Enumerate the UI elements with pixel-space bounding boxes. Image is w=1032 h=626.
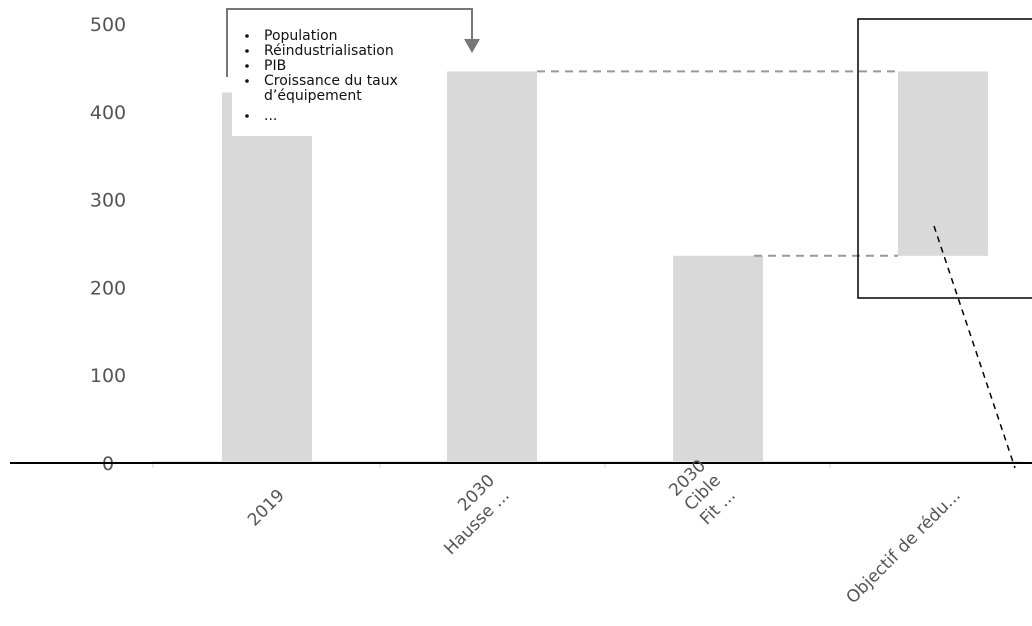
arrow-head-icon bbox=[464, 39, 480, 53]
highlight-box bbox=[857, 18, 1032, 299]
x-category-label: 2019 bbox=[244, 486, 289, 531]
x-category-label: 2030CibleFit ... bbox=[665, 456, 739, 530]
bullet-dot bbox=[245, 34, 249, 38]
bar bbox=[447, 71, 537, 464]
x-category-label-line: 2019 bbox=[244, 486, 289, 531]
x-axis-category-labels: 2019 2030Hausse ... 2030CibleFit ... Object… bbox=[244, 456, 965, 608]
note-bullet-text: d’équipement bbox=[264, 88, 362, 104]
x-category-label: Objectif de rédu... bbox=[842, 486, 964, 608]
y-tick-label: 200 bbox=[90, 277, 126, 299]
bullet-dot bbox=[245, 49, 249, 53]
bullet-dot bbox=[245, 64, 249, 68]
annotation-overlay: PopulationRéindustrialisationPIBCroissan… bbox=[226, 8, 1032, 469]
bullet-dot bbox=[245, 114, 249, 118]
y-tick-label: 300 bbox=[90, 190, 126, 212]
dashed-pointer-line bbox=[933, 225, 1016, 469]
y-tick-label: 400 bbox=[90, 102, 126, 124]
y-tick-label: 500 bbox=[90, 14, 126, 36]
note-bullet-text: ... bbox=[264, 108, 277, 124]
y-axis-ticks: 0100200300400500 bbox=[90, 14, 126, 475]
bar bbox=[898, 71, 988, 256]
bracket-arrow-line bbox=[226, 8, 473, 77]
bar bbox=[673, 255, 763, 463]
note-bullet-text: PIB bbox=[264, 58, 286, 74]
note-bullet-text: Croissance du taux bbox=[264, 73, 398, 89]
bullet-dot bbox=[245, 79, 249, 83]
y-tick-label: 100 bbox=[90, 365, 126, 387]
note-bullet-text: Réindustrialisation bbox=[264, 43, 394, 59]
connector-dashed-lines bbox=[537, 70, 898, 257]
x-category-label: 2030Hausse ... bbox=[426, 471, 514, 559]
note-bullet-text: Population bbox=[264, 28, 338, 44]
bar bbox=[222, 92, 312, 463]
x-category-label-line: Objectif de rédu... bbox=[842, 486, 964, 608]
note-background bbox=[232, 26, 432, 136]
